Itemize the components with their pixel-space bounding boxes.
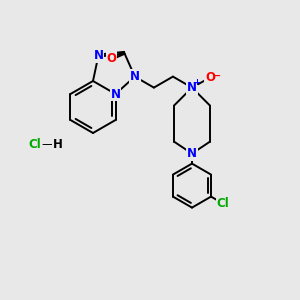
Text: Cl: Cl: [28, 139, 41, 152]
Text: N: N: [93, 49, 103, 62]
Text: O: O: [106, 52, 116, 65]
Text: H: H: [53, 139, 63, 152]
Text: O: O: [205, 71, 215, 84]
Text: +: +: [194, 78, 200, 87]
Text: N: N: [187, 81, 197, 94]
Text: N: N: [187, 147, 197, 160]
Text: N: N: [110, 88, 121, 100]
Text: −: −: [213, 70, 221, 81]
Text: N: N: [130, 70, 140, 83]
Text: —: —: [42, 139, 54, 152]
Text: Cl: Cl: [217, 197, 230, 210]
